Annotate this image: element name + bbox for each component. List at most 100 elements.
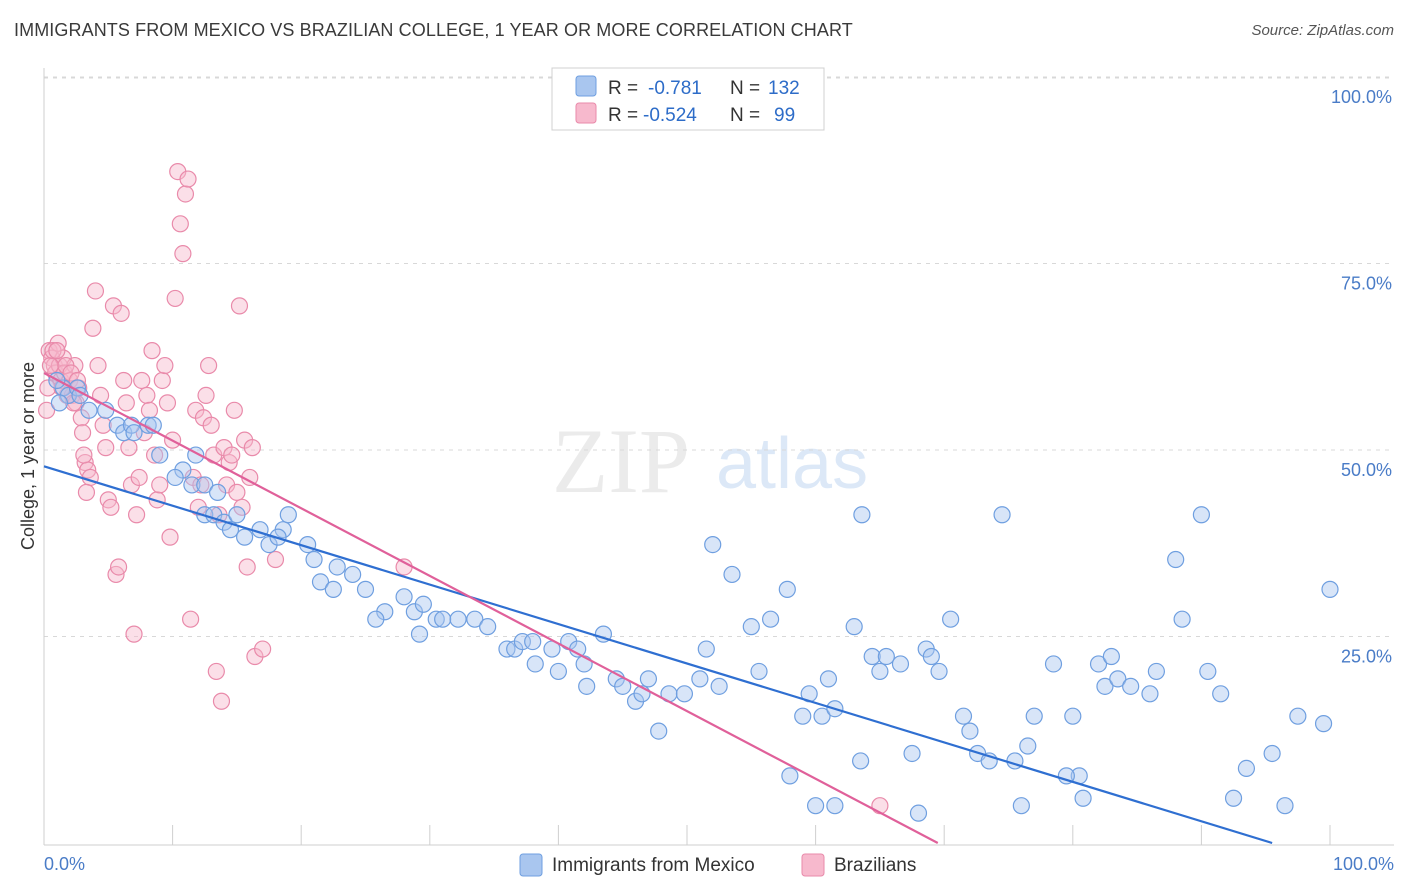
- point-mexico-46: [449, 610, 467, 628]
- point-brazilians-75: [223, 446, 241, 464]
- point-brazilians-67: [202, 416, 220, 434]
- point-mexico-78: [778, 580, 796, 598]
- point-mexico-41: [395, 588, 413, 606]
- point-mexico-119: [1224, 789, 1243, 807]
- point-mexico-56: [549, 662, 568, 681]
- point-mexico-129: [852, 752, 870, 770]
- point-mexico-130: [909, 804, 928, 822]
- trend-line-immigrants-from-mexico: [43, 465, 1273, 845]
- point-brazilians-40: [133, 371, 151, 390]
- point-mexico-82: [819, 670, 838, 688]
- point-mexico-113: [1147, 662, 1165, 681]
- legend-r-label-2: R =: [608, 105, 638, 126]
- point-brazilians-86: [266, 550, 285, 569]
- point-mexico-44: [427, 610, 445, 628]
- x-ticks: [172, 825, 1331, 845]
- y-tick-label-25: 25.0%: [1341, 647, 1392, 667]
- point-mexico-94: [942, 610, 960, 628]
- point-mexico-20: [209, 483, 227, 501]
- x-tick-label-max: 100.0%: [1333, 854, 1394, 874]
- watermark-atlas: atlas: [716, 424, 868, 504]
- x-tick-label-min: 0.0%: [44, 854, 85, 874]
- point-mexico-128: [826, 797, 844, 815]
- point-mexico-96: [961, 722, 979, 740]
- point-mexico-107: [1089, 655, 1108, 673]
- point-brazilians-92: [48, 342, 66, 360]
- point-brazilians-26: [97, 439, 115, 457]
- point-mexico-121: [1263, 744, 1281, 763]
- point-brazilians-23: [89, 356, 107, 375]
- point-mexico-104: [1064, 707, 1082, 725]
- point-brazilians-85: [254, 640, 272, 658]
- point-mexico-88: [877, 647, 895, 666]
- point-mexico-67: [650, 722, 668, 740]
- legend-swatch-mexico: [519, 853, 543, 877]
- point-mexico-45: [434, 610, 452, 628]
- point-mexico-17: [166, 468, 184, 487]
- point-mexico-77: [761, 610, 780, 628]
- point-brazilians-22: [86, 282, 105, 300]
- point-mexico-33: [305, 550, 323, 569]
- point-mexico-71: [697, 640, 715, 658]
- point-mexico-60: [578, 677, 596, 695]
- watermark: ZIP atlas: [552, 410, 868, 512]
- point-mexico-92: [922, 647, 940, 666]
- point-brazilians-71: [212, 692, 231, 710]
- point-mexico-123: [1289, 707, 1307, 725]
- point-mexico-85: [853, 506, 871, 524]
- correlation-legend: R = -0.781 N = 132 R = -0.524 N = 99: [551, 67, 825, 131]
- point-brazilians-42: [138, 386, 156, 404]
- point-mexico-73: [704, 535, 722, 554]
- point-brazilians-77: [228, 483, 246, 501]
- legend-n-label-2: N =: [730, 105, 760, 126]
- point-mexico-99: [993, 506, 1011, 524]
- point-brazilians-43: [140, 401, 159, 419]
- point-mexico-87: [871, 662, 889, 681]
- point-mexico-111: [1122, 677, 1140, 695]
- point-brazilians-21: [84, 319, 102, 337]
- chart-title: IMMIGRANTS FROM MEXICO VS BRAZILIAN COLL…: [14, 20, 853, 40]
- point-mexico-86: [863, 647, 881, 666]
- point-mexico-18: [196, 476, 214, 494]
- point-mexico-112: [1141, 685, 1159, 703]
- point-brazilians-38: [127, 506, 146, 524]
- point-brazilians-88: [871, 797, 889, 815]
- point-mexico-16: [183, 476, 201, 494]
- point-brazilians-57: [176, 185, 195, 203]
- legend-r-label-1: R =: [608, 78, 638, 99]
- point-mexico-49: [410, 625, 429, 643]
- legend-swatch-blue: [575, 75, 597, 97]
- point-brazilians-44: [143, 342, 161, 360]
- y-tick-label-50: 50.0%: [1341, 460, 1392, 480]
- point-brazilians-28: [102, 498, 120, 516]
- point-mexico-2: [50, 394, 69, 412]
- point-mexico-69: [675, 685, 694, 703]
- series-brazilians: [37, 163, 889, 815]
- legend-box: [551, 67, 825, 131]
- point-mexico-126: [781, 767, 799, 785]
- point-mexico-118: [1212, 685, 1230, 703]
- point-brazilians-76: [225, 401, 243, 419]
- point-mexico-26: [236, 528, 254, 546]
- point-mexico-70: [691, 670, 709, 688]
- legend-swatch-brazilians: [801, 853, 825, 877]
- point-brazilians-34: [117, 394, 135, 412]
- point-brazilians-98: [75, 446, 93, 464]
- point-mexico-101: [1019, 737, 1037, 755]
- point-brazilians-56: [174, 245, 192, 263]
- point-brazilians-51: [161, 528, 179, 546]
- point-brazilians-69: [207, 662, 225, 681]
- point-mexico-127: [806, 797, 825, 815]
- point-mexico-124: [1314, 715, 1333, 733]
- point-brazilians-33: [115, 371, 133, 390]
- point-mexico-66: [639, 670, 658, 688]
- point-mexico-74: [723, 565, 741, 584]
- series-immigrants-from-mexico: [48, 371, 1339, 822]
- point-brazilians-81: [238, 558, 256, 576]
- point-brazilians-90: [41, 356, 60, 375]
- point-mexico-47: [466, 610, 484, 628]
- point-mexico-30: [279, 506, 297, 524]
- point-brazilians-66: [200, 356, 218, 375]
- point-brazilians-17: [73, 424, 92, 442]
- point-brazilians-99: [77, 483, 96, 501]
